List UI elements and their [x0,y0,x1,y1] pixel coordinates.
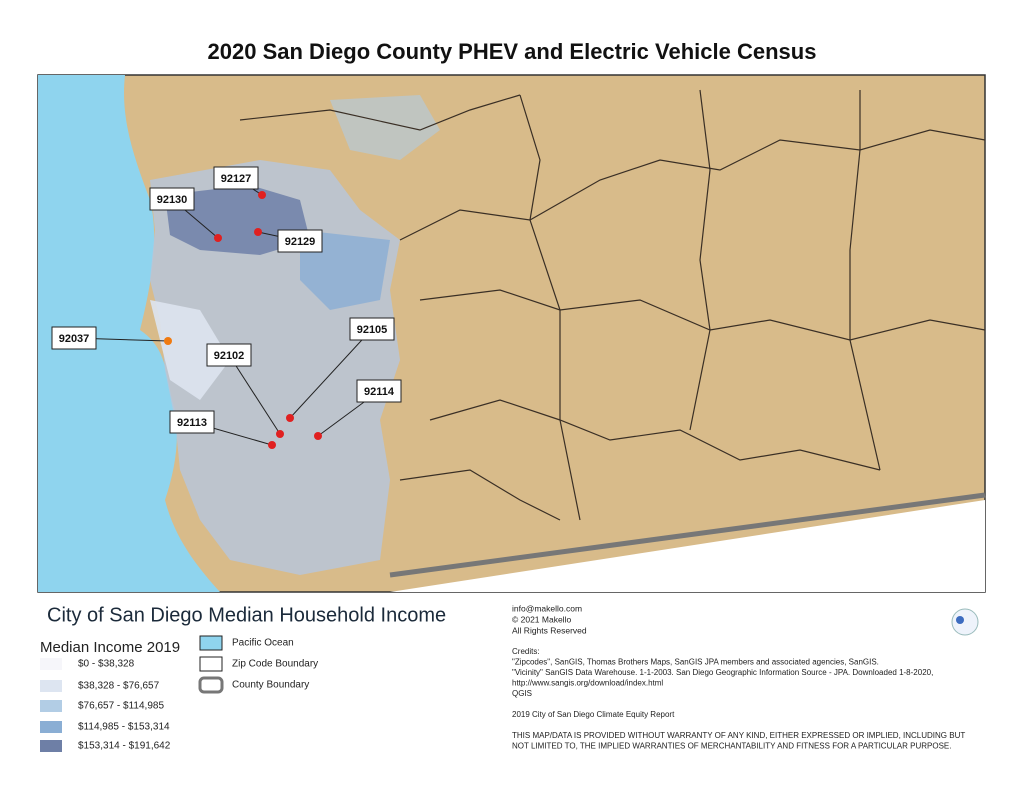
layer-swatch [198,676,224,694]
zip-label-layer: 92127 92130 92129 92037 92105 92102 92114 92113 [51,166,402,449]
zip-point [268,441,276,449]
income-region [330,95,440,160]
zip-point [258,191,266,199]
income-class-label: $0 - $38,328 [78,659,135,670]
credit-line: "Vicinity" SanGIS Data Warehouse. 1-1-20… [512,668,933,677]
income-region [150,300,230,400]
layer-swatch [199,656,223,672]
contact-line: All Rights Reserved [512,625,587,635]
zip-label: 92105 [357,324,388,336]
zip-label-box [349,317,395,341]
contact-line: info@makello.com [512,603,582,613]
zip-label-box [206,343,252,367]
credit-line: http://www.sangis.org/download/index.htm… [512,679,663,688]
zip-point [314,432,322,440]
logo-mark [951,608,979,636]
income-class-label: $76,657 - $114,985 [78,701,164,712]
county-boundary [389,492,986,578]
zip-label: 92127 [221,173,252,185]
income-swatch [40,700,62,712]
map: 92127 92130 92129 92037 92105 92102 92114 92113 [37,74,986,593]
layer-label: County Boundary [232,680,309,691]
zip-label-box [51,326,97,350]
zip-point [164,337,172,345]
legend: $0 - $38,328 $38,328 - $76,657 $76,657 - $… [40,635,318,752]
callout-line [228,354,281,435]
zip-label-box [213,166,259,190]
zip-label: 92129 [285,236,316,248]
callout-line [289,328,373,419]
income-swatch [40,658,62,670]
legend-subtitle: Median Income 2019 [40,639,180,656]
zip-point [276,430,284,438]
zip-label: 92130 [157,194,188,206]
zip-label: 92114 [364,386,395,398]
title: 2020 San Diego County PHEV and Electric … [208,39,817,64]
pacific-ocean [38,75,220,592]
credit-line: QGIS [512,689,532,698]
income-class-label: $153,314 - $191,642 [78,741,171,752]
credit-line: 2019 City of San Diego Climate Equity Re… [512,710,675,719]
zip-label-box [169,410,215,434]
layer-label: Pacific Ocean [232,638,294,649]
income-swatch [40,740,62,752]
logo [951,608,979,636]
credit-line: NOT LIMITED TO, THE IMPLIED WARRANTIES O… [512,742,951,751]
layer-label: Zip Code Boundary [232,659,318,670]
contact-line: © 2021 Makello [512,614,571,624]
credit-line: "Zipcodes", SanGIS, Thomas Brothers Maps… [512,658,879,667]
logo-dot [956,616,964,624]
zip-label-box [277,229,323,253]
zip-boundaries [239,89,986,521]
credit-line: Credits: [512,647,540,656]
zip-label-box [356,379,402,403]
zip-label-box [149,187,195,211]
zip-label: 92113 [177,417,207,429]
zip-point [254,228,262,236]
high-income-region [165,185,310,255]
zip-point [286,414,294,422]
outside-county [390,500,985,592]
income-class-label: $114,985 - $153,314 [78,722,170,733]
income-class-label: $38,328 - $76,657 [78,681,160,692]
zip-label: 92102 [214,350,245,362]
zip-point [214,234,222,242]
income-swatch [40,680,62,692]
credit-line: THIS MAP/DATA IS PROVIDED WITHOUT WARRAN… [512,731,965,740]
legend-title: City of San Diego Median Household Incom… [47,604,446,626]
layer-swatch [199,635,223,651]
zip-label: 92037 [59,333,90,345]
income-swatch [40,721,62,733]
